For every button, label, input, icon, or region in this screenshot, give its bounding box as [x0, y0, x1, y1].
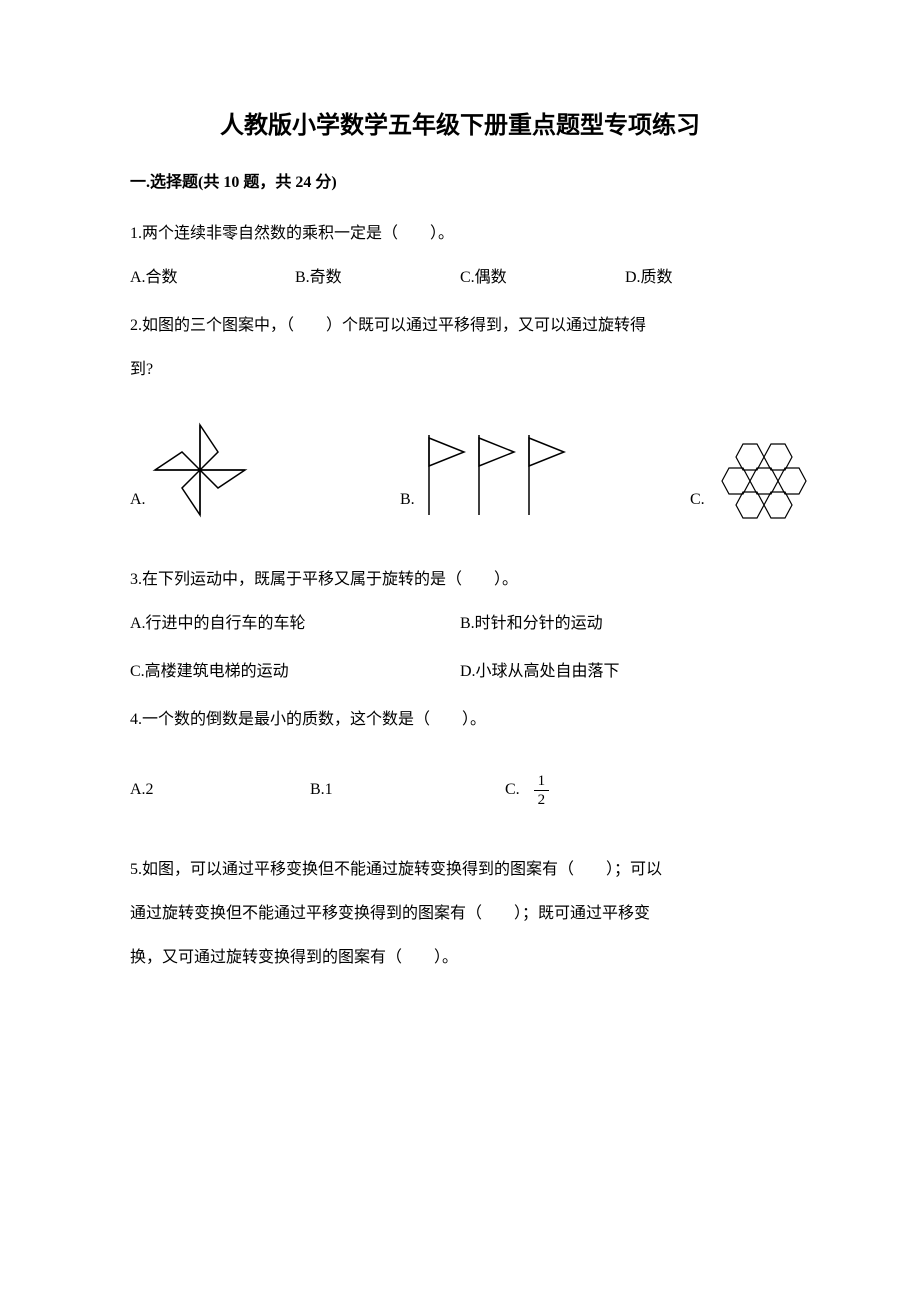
q2-options: A. B.: [130, 420, 790, 520]
flags-icon: [419, 430, 569, 520]
q5-text-line2: 通过旋转变换但不能通过平移变换得到的图案有（ ）；既可通过平移变: [130, 894, 790, 934]
q3-text: 3.在下列运动中，既属于平移又属于旋转的是（ ）。: [130, 560, 790, 600]
q1-option-b: B.奇数: [295, 258, 460, 298]
q1-option-a: A.合数: [130, 258, 295, 298]
hexagon-cluster-icon: [709, 425, 819, 520]
q2-text-line1: 2.如图的三个图案中，（ ）个既可以通过平移得到，又可以通过旋转得: [130, 306, 790, 346]
q2-option-a-label: A.: [130, 480, 146, 520]
q4-option-b: B.1: [310, 770, 505, 810]
q1-option-c: C.偶数: [460, 258, 625, 298]
q3-options-row2: C.高楼建筑电梯的运动 D.小球从高处自由落下: [130, 652, 790, 692]
q4-text: 4.一个数的倒数是最小的质数，这个数是（ ）。: [130, 700, 790, 740]
q2-text-line2: 到?: [130, 350, 790, 390]
q2-option-b: B.: [400, 430, 670, 520]
page-title: 人教版小学数学五年级下册重点题型专项练习: [130, 105, 790, 140]
q2-option-c-label: C.: [690, 480, 705, 520]
q1-text: 1.两个连续非零自然数的乘积一定是（ ）。: [130, 214, 790, 254]
q3-option-c: C.高楼建筑电梯的运动: [130, 652, 460, 692]
q5-text-line3: 换，又可通过旋转变换得到的图案有（ ）。: [130, 938, 790, 978]
q2-option-b-label: B.: [400, 480, 415, 520]
q5-text-line1: 5.如图，可以通过平移变换但不能通过旋转变换得到的图案有（ ）；可以: [130, 850, 790, 890]
fraction-numerator: 1: [534, 772, 550, 791]
q2-option-c: C.: [690, 425, 819, 520]
question-5: 5.如图，可以通过平移变换但不能通过旋转变换得到的图案有（ ）；可以 通过旋转变…: [130, 850, 790, 978]
q1-options: A.合数 B.奇数 C.偶数 D.质数: [130, 258, 790, 298]
q1-option-d: D.质数: [625, 258, 790, 298]
q3-option-b: B.时针和分针的运动: [460, 604, 790, 644]
question-2: 2.如图的三个图案中，（ ）个既可以通过平移得到，又可以通过旋转得 到? A. …: [130, 306, 790, 520]
question-1: 1.两个连续非零自然数的乘积一定是（ ）。 A.合数 B.奇数 C.偶数 D.质…: [130, 214, 790, 298]
question-3: 3.在下列运动中，既属于平移又属于旋转的是（ ）。 A.行进中的自行车的车轮 B…: [130, 560, 790, 692]
q4-options: A.2 B.1 C. 1 2: [130, 770, 790, 810]
q4-option-c-label: C.: [505, 781, 520, 798]
q3-option-d: D.小球从高处自由落下: [460, 652, 790, 692]
q3-option-a: A.行进中的自行车的车轮: [130, 604, 460, 644]
q4-option-a: A.2: [130, 770, 310, 810]
fraction-one-half: 1 2: [534, 772, 550, 809]
pinwheel-icon: [150, 420, 250, 520]
fraction-denominator: 2: [534, 791, 550, 809]
q3-options-row1: A.行进中的自行车的车轮 B.时针和分针的运动: [130, 604, 790, 644]
question-4: 4.一个数的倒数是最小的质数，这个数是（ ）。 A.2 B.1 C. 1 2: [130, 700, 790, 810]
section-header: 一.选择题(共 10 题，共 24 分): [130, 168, 790, 192]
q2-option-a: A.: [130, 420, 380, 520]
q4-option-c: C. 1 2: [505, 770, 790, 810]
